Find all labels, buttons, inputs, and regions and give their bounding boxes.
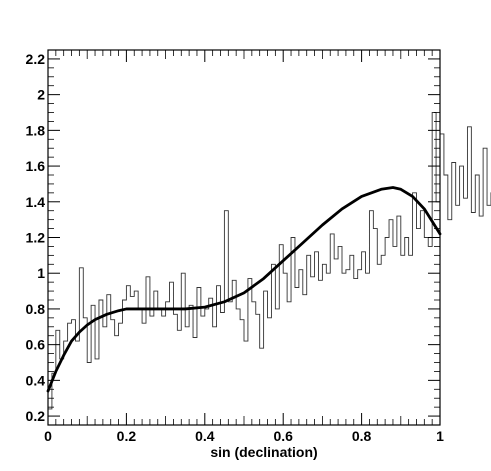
y-tick-label: 1.6 (26, 158, 46, 174)
y-tick-label: 0.8 (26, 301, 46, 317)
y-tick-label: 0.4 (26, 372, 46, 388)
x-axis-label: sin (declination) (210, 444, 317, 460)
x-tick-label: 0.6 (273, 428, 293, 444)
x-tick-label: 1 (436, 428, 444, 444)
y-tick-label: 1.4 (26, 194, 46, 210)
x-tick-label: 0.2 (117, 428, 137, 444)
y-tick-label: 1 (37, 265, 45, 281)
y-tick-label: 0.6 (26, 337, 46, 353)
x-tick-label: 0 (44, 428, 52, 444)
fit-curve (46, 186, 442, 393)
y-tick-label: 1.2 (26, 230, 46, 246)
y-tick-label: 2 (37, 87, 45, 103)
x-tick-label: 0.8 (352, 428, 372, 444)
x-tick-label: 0.4 (195, 428, 215, 444)
y-tick-label: 1.8 (26, 122, 46, 138)
y-tick-label: 0.2 (26, 408, 46, 424)
y-tick-label: 2.2 (26, 51, 46, 67)
histogram-series (47, 112, 491, 425)
